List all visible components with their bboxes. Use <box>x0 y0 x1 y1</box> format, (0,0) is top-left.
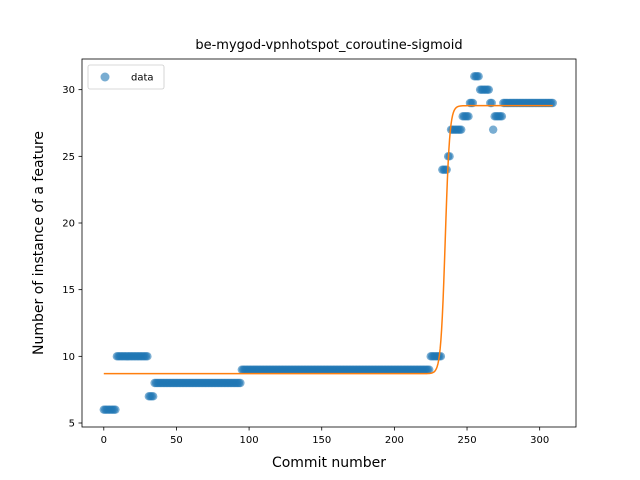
data-point <box>484 85 494 94</box>
data-point <box>445 152 454 161</box>
data-point <box>111 405 120 414</box>
data-point <box>143 352 152 361</box>
legend-marker-data <box>100 72 110 82</box>
legend: data <box>87 64 165 90</box>
data-point <box>474 72 483 81</box>
plot-area <box>99 72 557 414</box>
data-point <box>442 165 451 174</box>
y-tick-label: 20 <box>62 219 75 230</box>
y-axis-label: Number of instance of a feature <box>31 131 47 355</box>
chart-title: be-mygod-vpnhotspot_coroutine-sigmoid <box>195 38 462 53</box>
data-point <box>464 112 473 121</box>
legend-box <box>87 64 165 90</box>
ticks: 0 50 100 150 200 250 300 5 10 15 20 25 30 <box>62 85 549 446</box>
data-point <box>425 365 434 374</box>
x-tick-label: 50 <box>170 435 183 446</box>
x-tick-label: 0 <box>101 435 107 446</box>
y-tick-label: 10 <box>62 352 75 363</box>
data-point <box>488 125 498 134</box>
data-point <box>457 125 466 134</box>
legend-label-data: data <box>131 73 154 84</box>
axes-frame <box>81 58 577 428</box>
x-axis-label: Commit number <box>272 455 386 471</box>
data-point <box>497 112 507 121</box>
y-tick-label: 15 <box>62 285 75 296</box>
x-tick-label: 100 <box>240 435 259 446</box>
y-tick-label: 5 <box>69 419 75 430</box>
y-tick-label: 30 <box>62 85 75 96</box>
x-tick-label: 250 <box>457 435 476 446</box>
fit-line <box>103 104 553 375</box>
y-tick-label: 25 <box>62 152 75 163</box>
x-tick-label: 150 <box>312 435 331 446</box>
data-point <box>236 378 245 388</box>
x-tick-label: 200 <box>385 435 404 446</box>
data-point <box>148 392 158 401</box>
data-point <box>436 352 446 361</box>
x-tick-label: 300 <box>530 435 549 446</box>
